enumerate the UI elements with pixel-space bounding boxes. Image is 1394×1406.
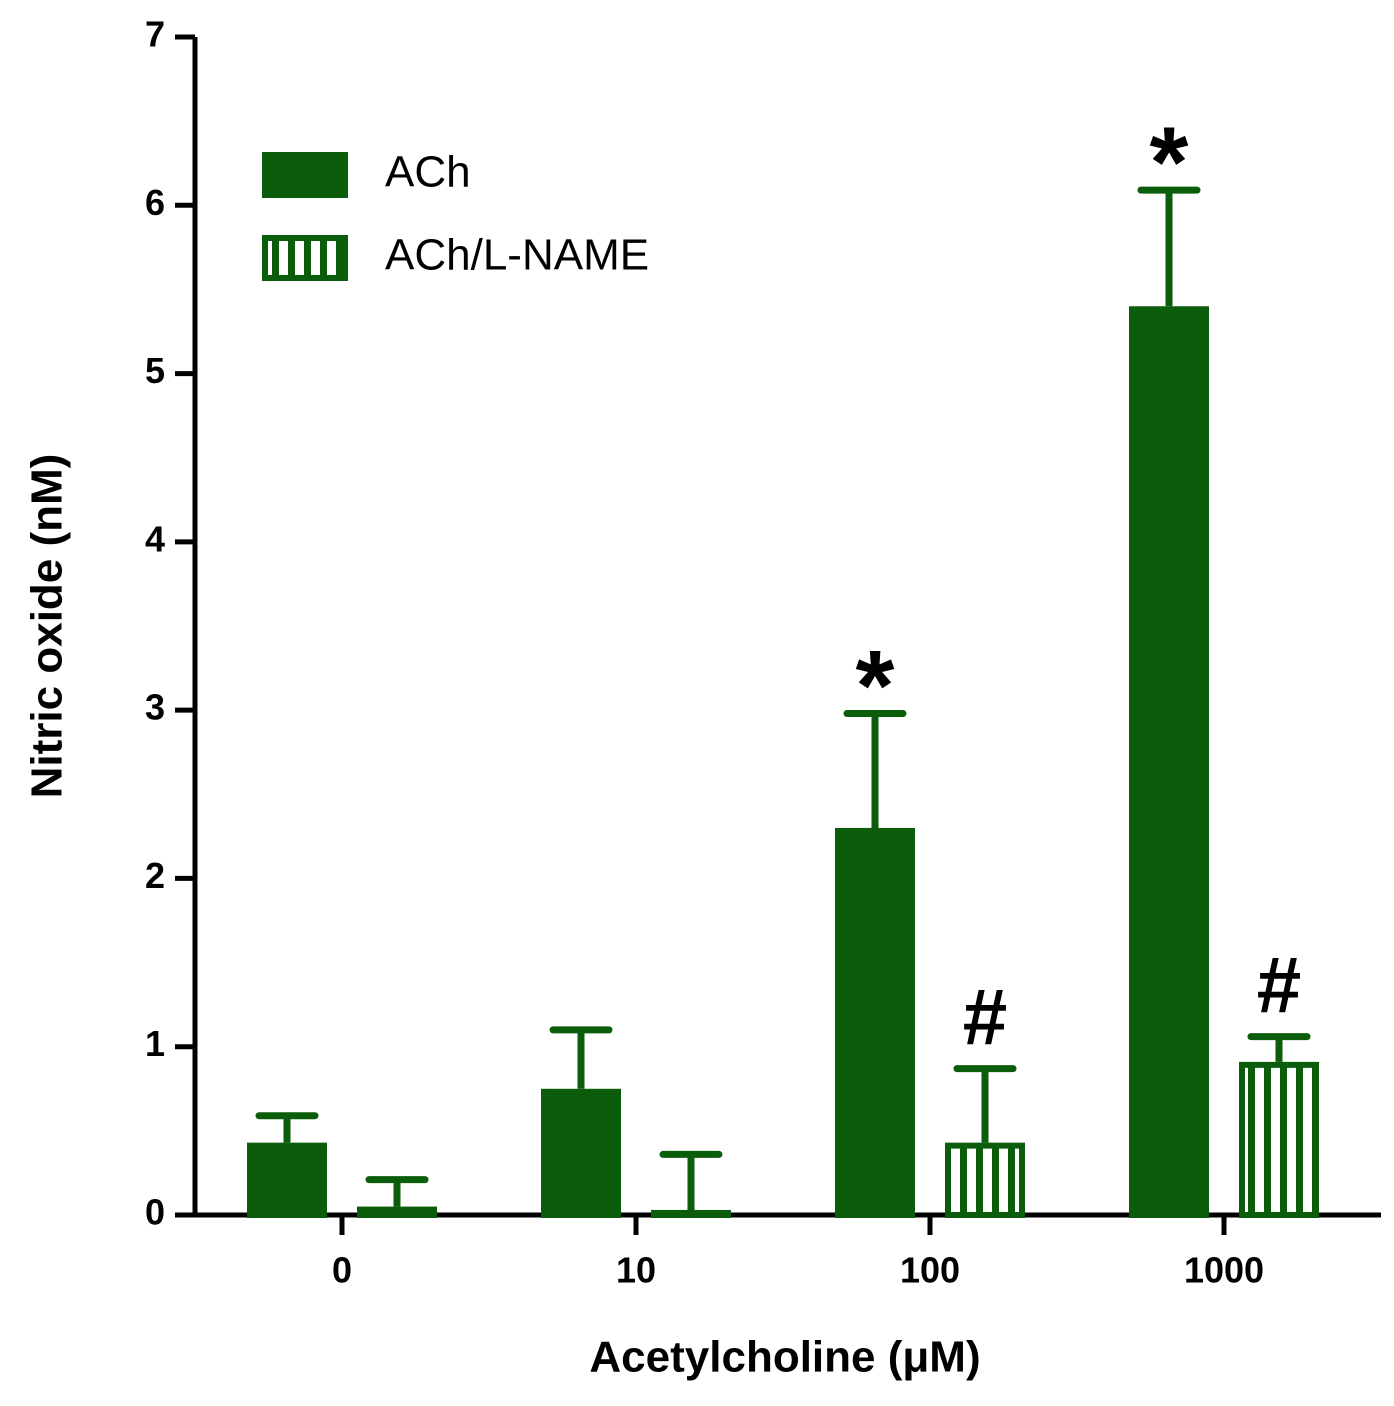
legend-label: ACh [385,148,471,197]
bar [357,1206,437,1218]
x-tick-label: 100 [900,1250,960,1291]
legend-label: ACh/L-NAME [385,231,649,280]
bar [247,1142,327,1218]
y-tick-label: 1 [145,1023,165,1064]
x-tick-label: 0 [332,1250,352,1291]
y-tick-label: 3 [145,687,165,728]
y-tick-label: 5 [145,350,165,391]
annotation: * [1150,107,1189,219]
annotation: * [856,630,895,742]
annotation: # [1257,941,1302,1030]
bar [945,1142,1025,1218]
legend-swatch [262,235,348,281]
y-tick-label: 2 [145,855,165,896]
bar [1129,306,1209,1218]
bar [651,1209,731,1218]
y-tick-label: 0 [145,1192,165,1233]
y-axis-title: Nitric oxide (nM) [23,454,72,799]
bar [541,1088,621,1219]
bar [835,827,915,1218]
y-tick-label: 7 [145,14,165,55]
annotation: # [963,973,1008,1062]
x-tick-label: 1000 [1184,1250,1264,1291]
y-tick-label: 4 [145,518,165,559]
bar [1239,1061,1319,1218]
x-tick-label: 10 [616,1250,656,1291]
x-axis-title: Acetylcholine (μM) [589,1333,980,1382]
legend-swatch [262,152,348,198]
y-tick-label: 6 [145,182,165,223]
